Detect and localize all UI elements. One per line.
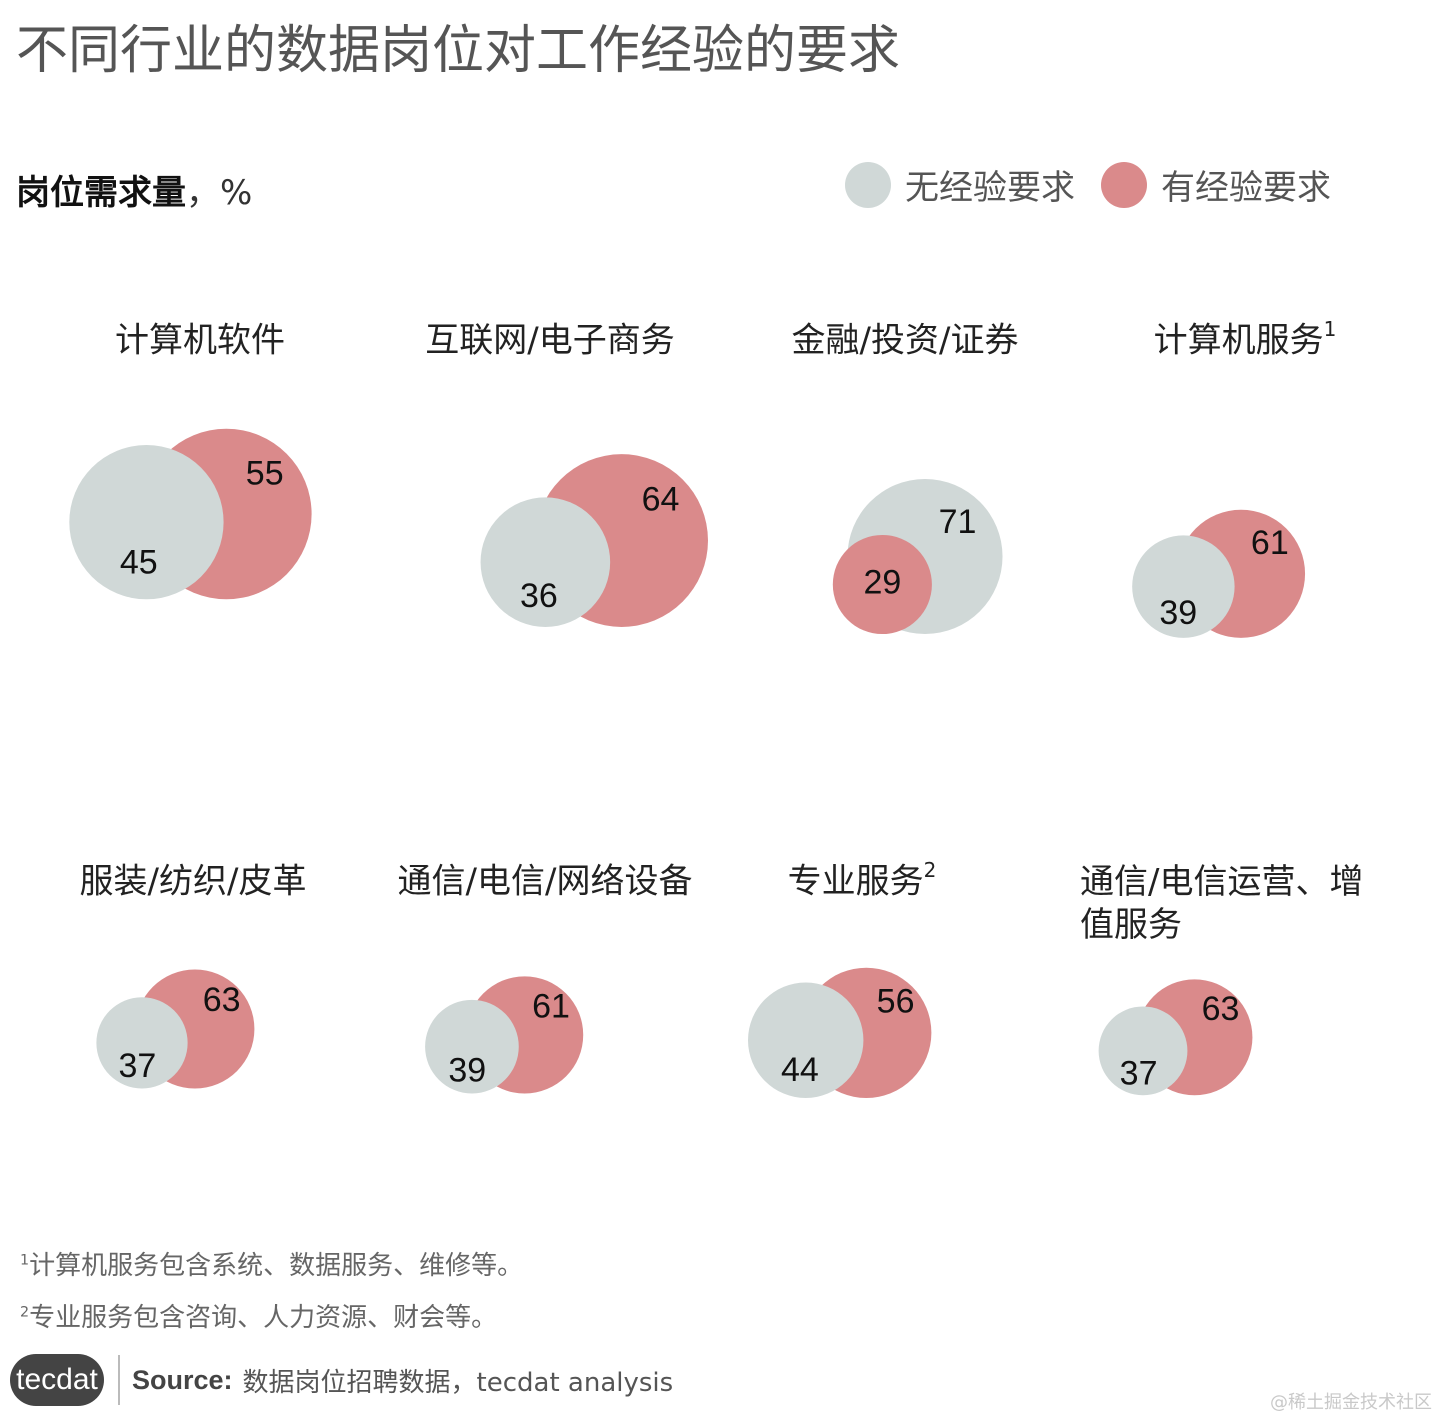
industry-panel-1: 计算机软件 45 55	[69, 321, 312, 600]
value-label-no-experience: 37	[1120, 1054, 1158, 1092]
panel-title: 计算机服务1	[1154, 317, 1337, 361]
chart-title: 不同行业的数据岗位对工作经验的要求	[16, 21, 901, 81]
tecdat-logo: tecdat	[10, 1354, 104, 1406]
watermark: @稀土掘金技术社区	[1270, 1392, 1432, 1413]
source-label: Source:	[132, 1364, 233, 1395]
legend-swatch-with-experience	[1101, 161, 1147, 208]
value-label-no-experience: 71	[939, 503, 977, 541]
footnote-2-text: 专业服务包含咨询、人力资源、财会等。	[29, 1303, 498, 1333]
bubble-no-experience	[1098, 1006, 1188, 1096]
value-label-with-experience: 55	[246, 455, 284, 493]
panel-title: 通信/电信/网络设备	[398, 862, 693, 902]
value-label-with-experience: 56	[877, 983, 915, 1021]
footnote-2-mark: 2	[20, 1304, 30, 1321]
footnote-2: 2专业服务包含咨询、人力资源、财会等。	[20, 1297, 497, 1334]
value-label-with-experience: 63	[1202, 990, 1240, 1028]
industry-panel-6: 通信/电信/网络设备 39 61	[398, 862, 693, 1094]
source-footer: tecdat Source: 数据岗位招聘数据，tecdat analysis	[10, 1354, 673, 1406]
footer-divider	[118, 1355, 120, 1405]
legend-swatch-no-experience	[845, 161, 891, 208]
value-label-no-experience: 37	[119, 1047, 157, 1085]
industry-panel-3: 金融/投资/证券 71 29	[792, 321, 1019, 635]
panel-title: 互联网/电子商务	[425, 321, 674, 361]
industry-panel-8: 通信/电信运营、增值服务 37 63	[1080, 862, 1363, 1096]
panel-title: 服装/纺织/皮革	[80, 862, 307, 902]
industry-panel-5: 服装/纺织/皮革 37 63	[80, 862, 307, 1089]
panel-title: 通信/电信运营、增值服务	[1080, 862, 1363, 945]
value-label-no-experience: 39	[1159, 594, 1197, 632]
bubble-no-experience	[69, 445, 224, 600]
value-label-with-experience: 61	[1251, 524, 1289, 562]
industry-panel-2: 互联网/电子商务 36 64	[425, 321, 708, 627]
value-label-with-experience: 64	[642, 481, 680, 519]
bubble-no-experience	[96, 997, 188, 1089]
source-text: 数据岗位招聘数据，tecdat analysis	[242, 1367, 674, 1398]
value-label-no-experience: 45	[120, 544, 158, 582]
value-label-no-experience: 39	[448, 1051, 486, 1089]
subtitle-unit: ，%	[186, 173, 253, 213]
value-label-no-experience: 44	[781, 1051, 819, 1089]
value-label-with-experience: 61	[532, 988, 570, 1026]
value-label-no-experience: 36	[520, 577, 558, 615]
footnote-1-mark: 1	[20, 1252, 30, 1269]
bubble-with-experience	[832, 534, 932, 635]
industry-panel-7: 专业服务2 44 56	[748, 858, 936, 1098]
bubble-no-experience	[425, 999, 519, 1094]
bubble-no-experience	[1132, 535, 1235, 638]
legend-item-no-experience: 无经验要求	[845, 160, 1075, 209]
footnote-1-text: 计算机服务包含系统、数据服务、维修等。	[29, 1251, 524, 1281]
industry-panel-4: 计算机服务1 39 61	[1132, 317, 1336, 638]
chart-subtitle: 岗位需求量，%	[16, 165, 252, 214]
legend: 无经验要求 有经验要求	[845, 160, 1357, 209]
subtitle-label: 岗位需求量	[16, 173, 186, 213]
legend-item-with-experience: 有经验要求	[1101, 160, 1331, 209]
value-label-with-experience: 63	[203, 981, 241, 1019]
value-label-with-experience: 29	[863, 563, 901, 601]
panel-title: 计算机软件	[115, 321, 285, 361]
footnote-1: 1计算机服务包含系统、数据服务、维修等。	[20, 1245, 523, 1282]
bubble-no-experience	[748, 982, 864, 1098]
panel-title: 金融/投资/证券	[792, 321, 1019, 361]
legend-label-no-experience: 无经验要求	[905, 168, 1075, 208]
panel-title: 专业服务2	[788, 858, 937, 902]
bubble-no-experience	[480, 497, 611, 627]
legend-label-with-experience: 有经验要求	[1161, 168, 1331, 208]
